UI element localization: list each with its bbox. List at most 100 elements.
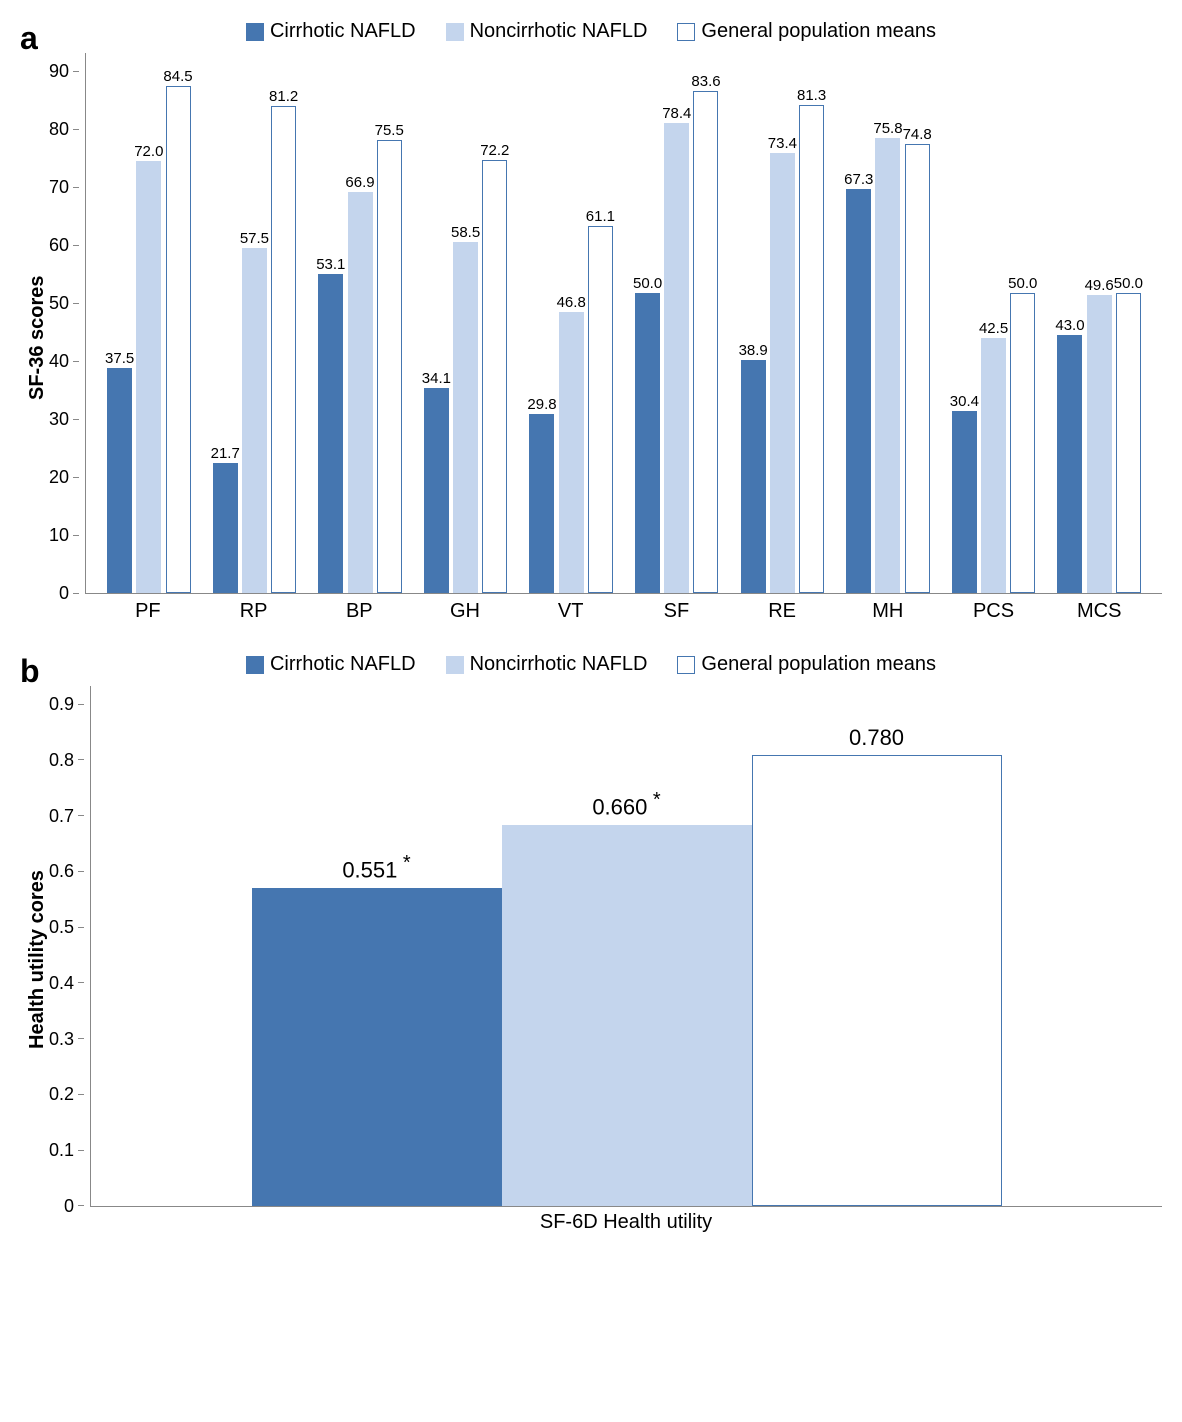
bar-col: 66.9: [345, 53, 374, 593]
bar-col: 84.5: [163, 53, 192, 593]
bar-value-label: 43.0: [1055, 318, 1084, 333]
panel-b: b Cirrhotic NAFLDNoncirrhotic NAFLDGener…: [20, 653, 1162, 1234]
bar-col: 78.4: [662, 53, 691, 593]
bar: [377, 140, 402, 593]
y-tick: 80: [49, 120, 79, 138]
bar-col: 0.780: [752, 686, 1002, 1206]
x-category-label: GH: [412, 594, 518, 623]
bar-group: 67.3 75.874.8: [835, 53, 941, 593]
bar-value-label: 81.3: [797, 88, 826, 103]
bar-value-label: 37.5: [105, 351, 134, 366]
x-category-label: MH: [835, 594, 941, 623]
bar: [752, 755, 1002, 1206]
bar: [529, 414, 554, 593]
bar: [166, 86, 191, 593]
y-tick: 0.1: [49, 1141, 84, 1159]
bar: [905, 144, 930, 593]
y-tick: 0.8: [49, 751, 84, 769]
bar-group: 21.757.581.2: [202, 53, 308, 593]
bar: [213, 463, 238, 593]
y-tick: 0.2: [49, 1085, 84, 1103]
y-tick: 40: [49, 352, 79, 370]
bar-col: 21.7: [211, 53, 240, 593]
y-tick: 0.5: [49, 918, 84, 936]
legend-swatch: [677, 23, 695, 41]
legend-label: Cirrhotic NAFLD: [270, 653, 416, 676]
legend-label: Noncirrhotic NAFLD: [470, 20, 648, 43]
bar: [741, 360, 766, 593]
bar: [875, 138, 900, 593]
bar-value-label: 21.7: [211, 446, 240, 461]
x-category-label: RP: [201, 594, 307, 623]
bar-value-label: 30.4: [950, 394, 979, 409]
bar-group: 38.973.481.3: [730, 53, 836, 593]
bar: [348, 192, 373, 593]
bar: [770, 153, 795, 593]
bar-col: 81.3: [797, 53, 826, 593]
bar-col: 0.660 *: [502, 686, 752, 1206]
legend-item: General population means: [677, 653, 936, 676]
chart-a-y-title: SF-36 scores: [20, 53, 49, 623]
bar-col: 50.0: [633, 53, 662, 593]
bar-value-label: 49.6: [1085, 278, 1114, 293]
bar: [136, 161, 161, 593]
y-tick: 90: [49, 62, 79, 80]
x-category-label: BP: [306, 594, 412, 623]
bar-col: 81.2: [269, 53, 298, 593]
bar-value-label: 74.8: [903, 127, 932, 142]
x-category-label: MCS: [1046, 594, 1152, 623]
asterisk-icon: *: [397, 852, 410, 874]
x-category-label: PCS: [941, 594, 1047, 623]
y-tick: 20: [49, 468, 79, 486]
bar-value-label: 72.0: [134, 144, 163, 159]
bar: [453, 242, 478, 593]
bar-group: 29.846.861.1: [518, 53, 624, 593]
bar-value-label: 75.5: [375, 123, 404, 138]
legend-swatch: [246, 23, 264, 41]
bar-value-label: 50.0: [633, 276, 662, 291]
bar-col: 34.1: [422, 53, 451, 593]
y-tick: 70: [49, 178, 79, 196]
legend-b: Cirrhotic NAFLDNoncirrhotic NAFLDGeneral…: [20, 653, 1162, 676]
bar-col: 49.6: [1085, 53, 1114, 593]
bar: [846, 189, 871, 593]
legend-item: Cirrhotic NAFLD: [246, 20, 416, 43]
bar-group: 50.078.483.6: [624, 53, 730, 593]
bar-col: 67.3: [844, 53, 873, 593]
bar-value-label: 50.0: [1008, 276, 1037, 291]
bar: [252, 888, 502, 1206]
bar-group: 34.158.572.2: [413, 53, 519, 593]
bar-col: 43.0: [1055, 53, 1084, 593]
bar: [635, 293, 660, 593]
asterisk-icon: *: [647, 789, 660, 811]
bar: [799, 105, 824, 593]
bar-col: 46.8: [557, 53, 586, 593]
y-tick: 0.4: [49, 974, 84, 992]
bar: [318, 274, 343, 593]
bar-col: 73.4: [768, 53, 797, 593]
bar-col: 29.8: [527, 53, 556, 593]
bar-value-label: 50.0: [1114, 276, 1143, 291]
y-tick: 0.6: [49, 862, 84, 880]
bar-value-label: 38.9: [739, 343, 768, 358]
y-tick: 0.3: [49, 1030, 84, 1048]
bar-value-label: 75.8: [873, 121, 902, 136]
legend-label: General population means: [701, 653, 936, 676]
chart-b-y-title: Health utility cores: [20, 686, 49, 1234]
bar-col: 58.5: [451, 53, 480, 593]
bar-col: 38.9: [739, 53, 768, 593]
bar-value-label: 67.3: [844, 172, 873, 187]
chart-b-y-axis: 0.90.80.70.60.50.40.30.20.10: [49, 686, 90, 1206]
bar-value-label: 42.5: [979, 321, 1008, 336]
bar-value-label: 66.9: [345, 175, 374, 190]
bar-value-label: 83.6: [691, 74, 720, 89]
bar: [424, 388, 449, 593]
legend-label: General population means: [701, 20, 936, 43]
bar-col: 0.551 *: [252, 686, 502, 1206]
bar-col: 42.5: [979, 53, 1008, 593]
panel-a: a Cirrhotic NAFLDNoncirrhotic NAFLDGener…: [20, 20, 1162, 623]
bar: [1010, 293, 1035, 593]
legend-label: Cirrhotic NAFLD: [270, 20, 416, 43]
bar: [242, 248, 267, 593]
chart-a-y-axis: 9080706050403020100: [49, 53, 85, 593]
